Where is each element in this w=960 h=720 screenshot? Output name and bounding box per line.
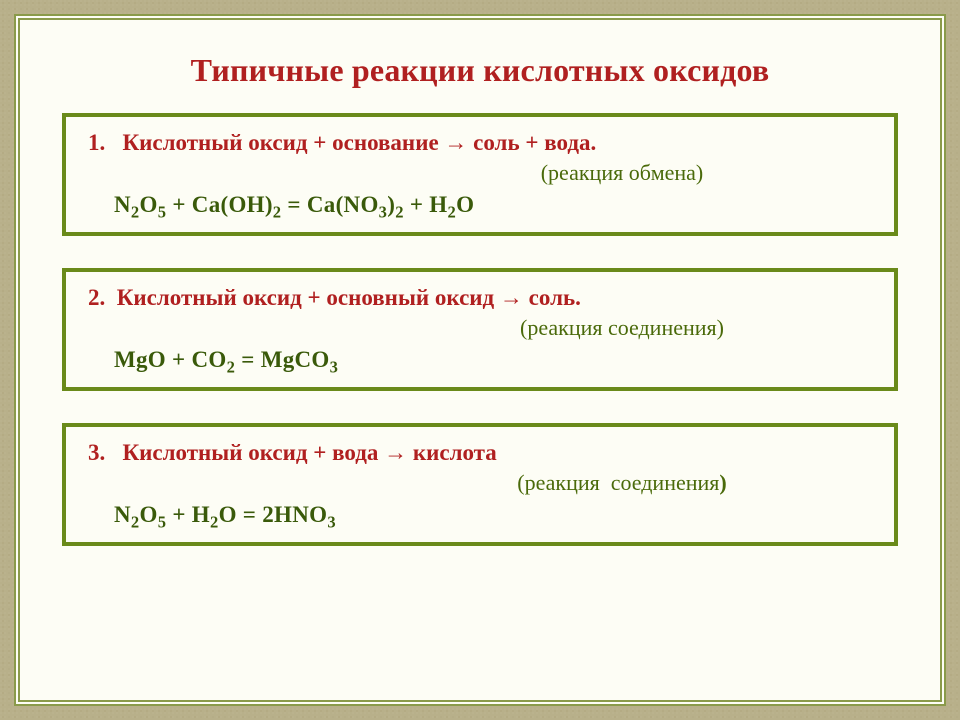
rule-text: Кислотный оксид + основание → соль + вод… xyxy=(123,130,597,155)
rule-number: 2. xyxy=(88,285,105,310)
rule-text: Кислотный оксид + основный оксид → соль. xyxy=(117,285,581,310)
reaction-box-3: 3. Кислотный оксид + вода → кислота (реа… xyxy=(62,423,898,546)
rule-number: 1. xyxy=(88,130,105,155)
rule-number: 3. xyxy=(88,440,105,465)
slide-background: Типичные реакции кислотных оксидов 1. Ки… xyxy=(0,0,960,720)
reaction-type: (реакция соединения) xyxy=(368,315,876,341)
page-title: Типичные реакции кислотных оксидов xyxy=(62,52,898,89)
reaction-box-2: 2. Кислотный оксид + основный оксид → со… xyxy=(62,268,898,391)
rule-line: 3. Кислотный оксид + вода → кислота xyxy=(88,437,876,468)
rule-line: 1. Кислотный оксид + основание → соль + … xyxy=(88,127,876,158)
reaction-type: (реакция соединения) xyxy=(368,470,876,496)
equation: N2O5 + H2O = 2HNO3 xyxy=(114,502,876,528)
reaction-box-1: 1. Кислотный оксид + основание → соль + … xyxy=(62,113,898,236)
reaction-type: (реакция обмена) xyxy=(368,160,876,186)
rule-text: Кислотный оксид + вода → кислота xyxy=(123,440,497,465)
equation: N2O5 + Ca(OH)2 = Ca(NO3)2 + H2O xyxy=(114,192,876,218)
equation: MgO + CO2 = MgCO3 xyxy=(114,347,876,373)
rule-line: 2. Кислотный оксид + основный оксид → со… xyxy=(88,282,876,313)
slide-frame: Типичные реакции кислотных оксидов 1. Ки… xyxy=(14,14,946,706)
